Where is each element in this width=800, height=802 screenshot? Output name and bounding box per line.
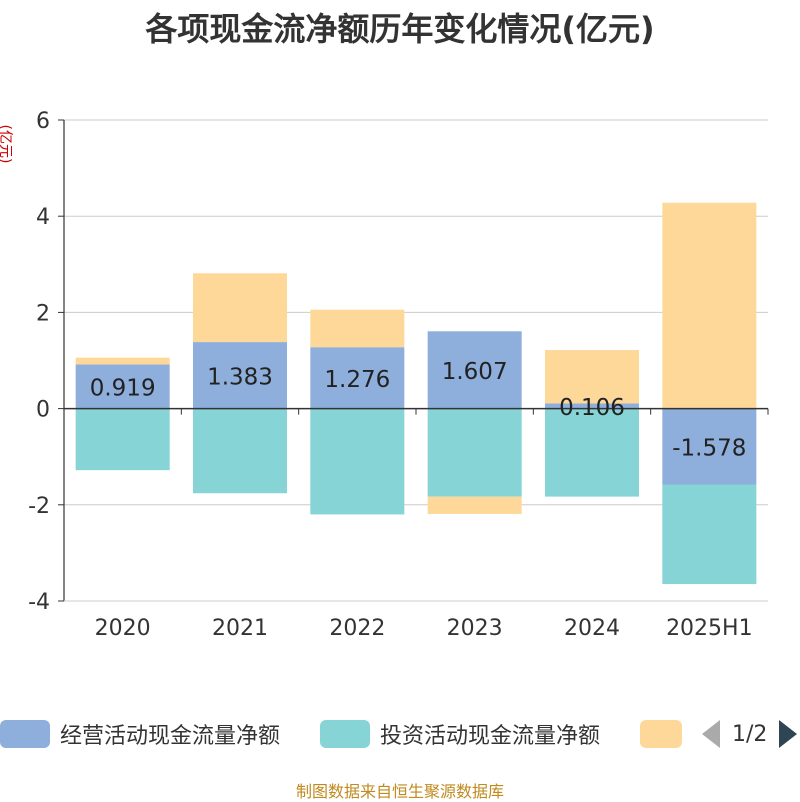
legend-swatch-financing <box>640 720 682 748</box>
y-tick-label: 4 <box>36 205 50 230</box>
y-tick-label: -4 <box>28 590 50 615</box>
y-tick-label: 2 <box>36 301 50 326</box>
legend-page-indicator: 1/2 <box>732 721 768 747</box>
bar-chart: -4 -2 0 2 4 6 2020 2021 2022 2023 2024 2025H1 0.919… <box>28 109 769 641</box>
y-tick-label: -2 <box>28 494 50 519</box>
source-footer: 制图数据来自恒生聚源数据库 <box>295 782 504 801</box>
x-tick-label: 2022 <box>329 616 385 641</box>
x-tick-label: 2023 <box>447 616 503 641</box>
bar-segment <box>545 408 639 497</box>
x-tick-label: 2021 <box>212 616 268 641</box>
bar-segment <box>75 364 170 409</box>
legend-swatch-investing <box>320 720 370 748</box>
bar-segment <box>427 496 522 514</box>
data-label: 0.106 <box>559 395 625 421</box>
x-tick-label: 2025H1 <box>666 616 753 641</box>
bar-segment <box>310 408 405 515</box>
legend-label-investing: 投资活动现金流量净额 <box>380 724 601 749</box>
data-label: 1.276 <box>324 367 390 393</box>
bar-segment <box>427 331 522 409</box>
triangle-right-icon[interactable] <box>779 720 798 748</box>
x-tick-label: 2020 <box>95 616 151 641</box>
bar-segment <box>310 347 405 409</box>
bar-segment <box>75 408 170 471</box>
bar-segment <box>193 342 287 409</box>
data-label: 1.383 <box>207 364 273 390</box>
legend-item-financing[interactable] <box>640 716 692 752</box>
bar-segment <box>662 408 757 485</box>
bar-segment <box>310 309 405 348</box>
y-tick-label: 0 <box>36 398 50 423</box>
data-label: -1.578 <box>672 436 746 462</box>
bar-segment <box>193 408 287 494</box>
legend-swatch-operating <box>0 720 50 748</box>
x-tick-label: 2024 <box>564 616 620 641</box>
bar-segment <box>193 273 287 343</box>
data-label: 1.607 <box>442 359 508 385</box>
chart-title: 各项现金流净额历年变化情况(亿元) <box>145 10 655 48</box>
legend-item-operating[interactable]: 经营活动现金流量净额 <box>0 716 280 752</box>
bar-segment <box>662 484 757 585</box>
y-tick-label: 6 <box>36 109 50 134</box>
bar-segment <box>662 202 757 409</box>
legend: 经营活动现金流量净额 投资活动现金流量净额 1/2 <box>0 716 800 752</box>
legend-label-operating: 经营活动现金流量净额 <box>60 724 281 749</box>
data-label: 0.919 <box>90 375 156 401</box>
legend-item-investing[interactable]: 投资活动现金流量净额 <box>320 716 600 752</box>
bar-segment <box>75 357 170 365</box>
bar-segment <box>545 350 639 404</box>
bar-segment <box>545 403 639 409</box>
triangle-left-icon[interactable] <box>702 720 720 748</box>
legend-pager: 1/2 <box>702 716 798 752</box>
bar-segment <box>427 408 522 497</box>
